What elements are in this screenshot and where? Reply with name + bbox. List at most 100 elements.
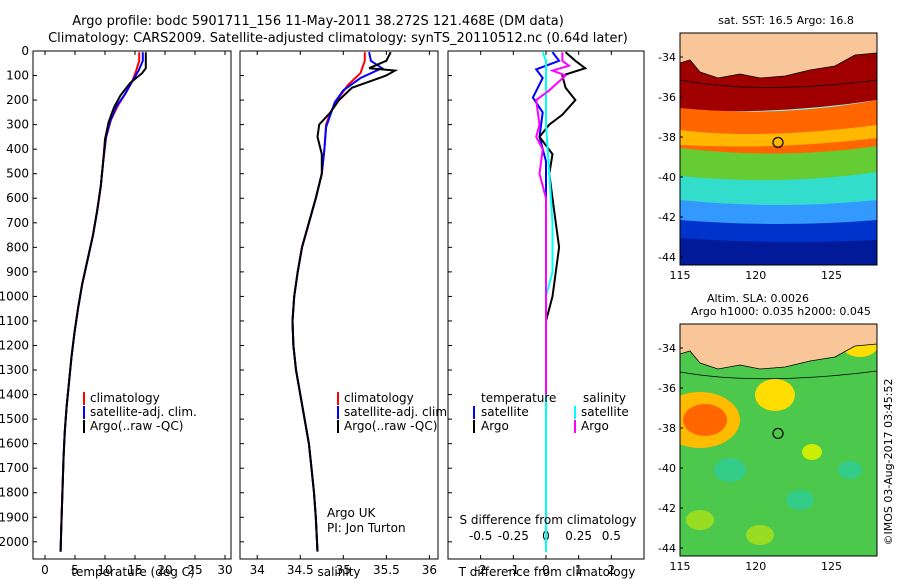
y-tick-label: 1200 <box>0 338 29 352</box>
legend-label-argo: Argo(..raw -QC) <box>90 419 183 433</box>
x-tick-label: 35.5 <box>373 563 400 577</box>
map-x-tick-label: 115 <box>670 560 691 573</box>
y-tick-label: 1600 <box>0 437 29 451</box>
legend-label-argo: Argo(..raw -QC) <box>344 419 437 433</box>
series-line-salinity-argo <box>535 52 572 395</box>
y-tick-label: 1800 <box>0 486 29 500</box>
legend-header-temperature: temperature <box>481 391 556 405</box>
map-x-tick-label: 120 <box>745 269 766 282</box>
sla-map-title-line1: Altim. SLA: 0.0026 <box>707 292 809 305</box>
sst-map-title: sat. SST: 16.5 Argo: 16.8 <box>718 14 854 27</box>
legend-label-s-satellite: satellite <box>581 405 629 419</box>
difference-panel: -2 -1 0 1 2-0.5 -0.25 0 0.25 0.5 T difference fr… <box>447 50 645 579</box>
temperature-axis-ticks: 0 5 10 15 20 25 30 <box>41 51 233 577</box>
x-tick-label: 35 <box>336 563 351 577</box>
y-tick-label: 100 <box>6 69 29 83</box>
y-tick-label: 500 <box>6 167 29 181</box>
map-x-tick-label: 125 <box>821 269 842 282</box>
legend-label-s-argo: Argo <box>581 419 609 433</box>
x-tick-label: 34 <box>250 563 265 577</box>
map-x-tick-label: 120 <box>745 560 766 573</box>
map-y-tick-label: -34 <box>658 51 676 64</box>
map-y-tick-label: -40 <box>658 171 676 184</box>
difference-xlabel-s: S difference from climatology <box>460 513 637 527</box>
temperature-plot-frame <box>32 50 232 560</box>
salinity-series <box>291 51 399 552</box>
sst-argo-location-marker <box>772 136 784 149</box>
y-tick-label: 400 <box>6 142 29 156</box>
temperature-xlabel: temperature (deg C) <box>71 565 194 579</box>
y-tick-label: 1100 <box>0 314 29 328</box>
s-diff-tick-label: -0.25 <box>498 529 529 543</box>
salinity-legend: climatology satellite-adj. clim. Argo(..… <box>337 391 451 433</box>
s-diff-tick-label: 0.25 <box>565 529 592 543</box>
legend-label-climatology: climatology <box>90 391 160 405</box>
x-tick-label: -1 <box>507 563 519 577</box>
x-tick-label: 2 <box>608 563 616 577</box>
y-tick-label: 800 <box>6 240 29 254</box>
x-tick-label: 0 <box>542 563 550 577</box>
salinity-panel: 34 34.5 35 35.5 36 salinity climatology sate… <box>239 50 451 579</box>
x-tick-label: 1 <box>575 563 583 577</box>
series-line-argo-raw-qc- <box>59 52 147 552</box>
map-x-tick-label: 115 <box>670 269 691 282</box>
legend-label-satellite: satellite-adj. clim. <box>90 405 197 419</box>
series-line-argo-raw-qc- <box>291 51 399 552</box>
legend-label-satellite: satellite-adj. clim. <box>344 405 451 419</box>
temperature-panel: 0 5 10 15 20 25 30 0 100 200 300 400 500 600 700 800 90… <box>0 44 233 579</box>
difference-series <box>531 51 588 552</box>
depth-axis-ticks: 0 100 200 300 400 500 600 700 800 900 1000 1100 1200… <box>0 44 37 549</box>
sla-map-field <box>680 324 877 556</box>
argo-program-label: Argo UK <box>327 506 376 520</box>
y-tick-label: 600 <box>6 191 29 205</box>
y-tick-label: 1300 <box>0 363 29 377</box>
y-tick-label: 2000 <box>0 535 29 549</box>
sst-map-panel: sat. SST: 16.5 Argo: 16.8 115 120 125 -34 -3… <box>658 14 878 282</box>
s-diff-tick-label: -0.5 <box>469 529 492 543</box>
sst-map-field <box>680 33 877 265</box>
sst-map-frame <box>679 32 878 266</box>
y-tick-label: 0 <box>21 44 29 58</box>
map-x-tick-label: 125 <box>821 560 842 573</box>
y-tick-label: 900 <box>6 265 29 279</box>
sla-map-panel: Altim. SLA: 0.0026 Argo h1000: 0.035 h20… <box>658 292 878 573</box>
salinity-axis-ticks: 34 34.5 35 35.5 36 <box>240 50 437 577</box>
map-y-tick-label: -38 <box>658 131 676 144</box>
figure-title-line1: Argo profile: bodc 5901711_156 11-May-20… <box>72 14 564 29</box>
map-y-tick-label: -34 <box>658 342 676 355</box>
y-tick-label: 1000 <box>0 289 29 303</box>
sla-map-frame <box>679 323 878 557</box>
map-y-tick-label: -44 <box>658 542 676 555</box>
x-tick-label: 30 <box>217 563 232 577</box>
map-y-tick-label: -38 <box>658 422 676 435</box>
y-tick-label: 1900 <box>0 510 29 524</box>
y-tick-label: 200 <box>6 93 29 107</box>
difference-axis-ticks: -2 -1 0 1 2-0.5 -0.25 0 0.25 0.5 <box>448 50 621 577</box>
imos-timestamp-label: ©IMOS 03-Aug-2017 03:45:52 <box>882 379 895 546</box>
x-tick-label: 10 <box>97 563 112 577</box>
argo-pi-label: PI: Jon Turton <box>327 521 406 535</box>
map-y-tick-label: -44 <box>658 251 676 264</box>
difference-xlabel-t: T difference from climatology <box>458 565 636 579</box>
legend-label-t-argo: Argo <box>481 419 509 433</box>
legend-header-salinity: salinity <box>583 391 626 405</box>
sla-argo-location-marker <box>772 427 784 440</box>
difference-legend: temperature salinity satellite Argo sate… <box>473 391 629 433</box>
legend-label-t-satellite: satellite <box>481 405 529 419</box>
map-y-tick-label: -36 <box>658 91 676 104</box>
x-tick-label: 0 <box>41 563 49 577</box>
x-tick-label: 25 <box>187 563 202 577</box>
temperature-series <box>59 52 147 552</box>
x-tick-label: 20 <box>157 563 172 577</box>
salinity-xlabel: salinity <box>317 565 360 579</box>
y-tick-label: 1400 <box>0 388 29 402</box>
legend-label-climatology: climatology <box>344 391 414 405</box>
y-tick-label: 1500 <box>0 412 29 426</box>
temperature-legend: climatology satellite-adj. clim. Argo(..… <box>83 391 197 433</box>
sst-map-ticks: 115 120 125 -34 -36 -38 -40 -42 -44 <box>658 51 842 282</box>
map-y-tick-label: -40 <box>658 462 676 475</box>
map-y-tick-label: -42 <box>658 502 676 515</box>
figure-title-line2: Climatology: CARS2009. Satellite-adjuste… <box>48 31 628 46</box>
x-tick-label: 5 <box>71 563 79 577</box>
